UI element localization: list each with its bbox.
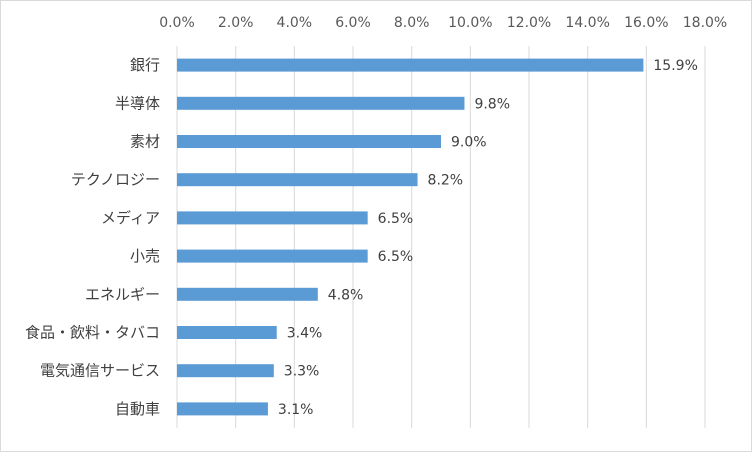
data-label: 3.4% bbox=[287, 326, 323, 342]
bar bbox=[177, 249, 368, 263]
x-tick-label: 18.0% bbox=[683, 15, 727, 31]
bar bbox=[177, 287, 318, 301]
category-label: 半導体 bbox=[115, 94, 160, 112]
data-label: 3.3% bbox=[284, 364, 320, 380]
data-label: 15.9% bbox=[653, 58, 697, 74]
x-tick-label: 10.0% bbox=[448, 15, 492, 31]
data-label: 3.1% bbox=[278, 402, 314, 418]
category-label: メディア bbox=[101, 209, 160, 227]
category-label: 銀行 bbox=[130, 56, 160, 74]
data-label: 6.5% bbox=[378, 211, 414, 227]
data-label: 6.5% bbox=[378, 249, 414, 265]
data-label: 4.8% bbox=[328, 287, 364, 303]
data-label: 9.0% bbox=[451, 135, 487, 151]
bar bbox=[177, 326, 277, 339]
x-tick-label: 14.0% bbox=[565, 15, 609, 31]
bar bbox=[177, 135, 441, 148]
category-label: テクノロジー bbox=[71, 171, 160, 189]
x-tick-label: 2.0% bbox=[218, 15, 254, 31]
category-label: 小売 bbox=[130, 247, 160, 265]
x-tick-label: 16.0% bbox=[624, 15, 668, 31]
category-label: 電気通信サービス bbox=[40, 362, 160, 380]
category-label: 食品・飲料・タバコ bbox=[25, 324, 160, 342]
x-tick-label: 0.0% bbox=[159, 15, 195, 31]
data-label: 9.8% bbox=[474, 96, 510, 112]
bar bbox=[177, 364, 274, 378]
bar bbox=[177, 96, 465, 110]
x-tick-label: 12.0% bbox=[507, 15, 551, 31]
x-tick-label: 6.0% bbox=[335, 15, 371, 31]
bar bbox=[177, 402, 268, 416]
bar bbox=[177, 211, 368, 225]
category-label: エネルギー bbox=[85, 285, 160, 303]
bar bbox=[177, 173, 418, 187]
bar bbox=[177, 58, 644, 72]
category-label: 素材 bbox=[130, 133, 160, 151]
x-tick-label: 4.0% bbox=[277, 15, 313, 31]
x-tick-label: 8.0% bbox=[394, 15, 430, 31]
category-label: 自動車 bbox=[115, 400, 160, 418]
data-label: 8.2% bbox=[428, 173, 464, 189]
